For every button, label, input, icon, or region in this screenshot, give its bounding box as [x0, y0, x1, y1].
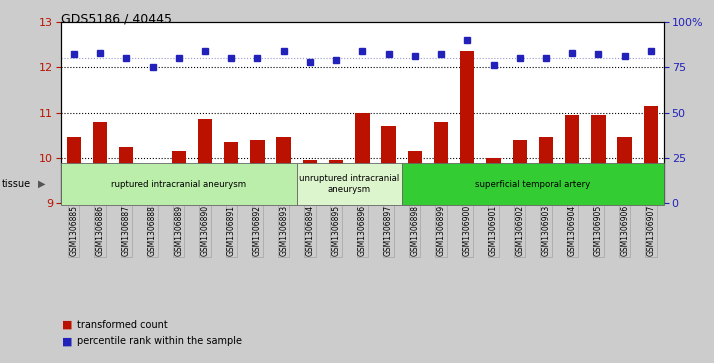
- Bar: [171, 151, 186, 203]
- Text: ■: ■: [62, 336, 73, 346]
- Bar: [93, 122, 107, 203]
- Bar: [355, 113, 370, 203]
- Bar: [486, 158, 501, 203]
- Bar: [644, 106, 658, 203]
- Text: superficial temporal artery: superficial temporal artery: [476, 180, 590, 189]
- Bar: [513, 140, 527, 203]
- Bar: [303, 160, 317, 203]
- Bar: [329, 160, 343, 203]
- Text: ruptured intracranial aneurysm: ruptured intracranial aneurysm: [111, 180, 246, 189]
- Bar: [460, 51, 475, 203]
- Bar: [381, 126, 396, 203]
- Bar: [408, 151, 422, 203]
- Text: percentile rank within the sample: percentile rank within the sample: [77, 336, 242, 346]
- Bar: [119, 147, 134, 203]
- Bar: [276, 138, 291, 203]
- Text: tissue: tissue: [1, 179, 31, 189]
- Bar: [198, 119, 212, 203]
- Text: ▶: ▶: [38, 179, 46, 189]
- Bar: [250, 140, 265, 203]
- Bar: [434, 122, 448, 203]
- Bar: [565, 115, 580, 203]
- Bar: [145, 169, 160, 203]
- Bar: [66, 138, 81, 203]
- Text: unruptured intracranial
aneurysm: unruptured intracranial aneurysm: [299, 174, 399, 194]
- Bar: [591, 115, 605, 203]
- Bar: [224, 142, 238, 203]
- Text: ■: ■: [62, 320, 73, 330]
- Bar: [618, 138, 632, 203]
- Text: GDS5186 / 40445: GDS5186 / 40445: [61, 13, 171, 26]
- Text: transformed count: transformed count: [77, 320, 168, 330]
- Bar: [539, 138, 553, 203]
